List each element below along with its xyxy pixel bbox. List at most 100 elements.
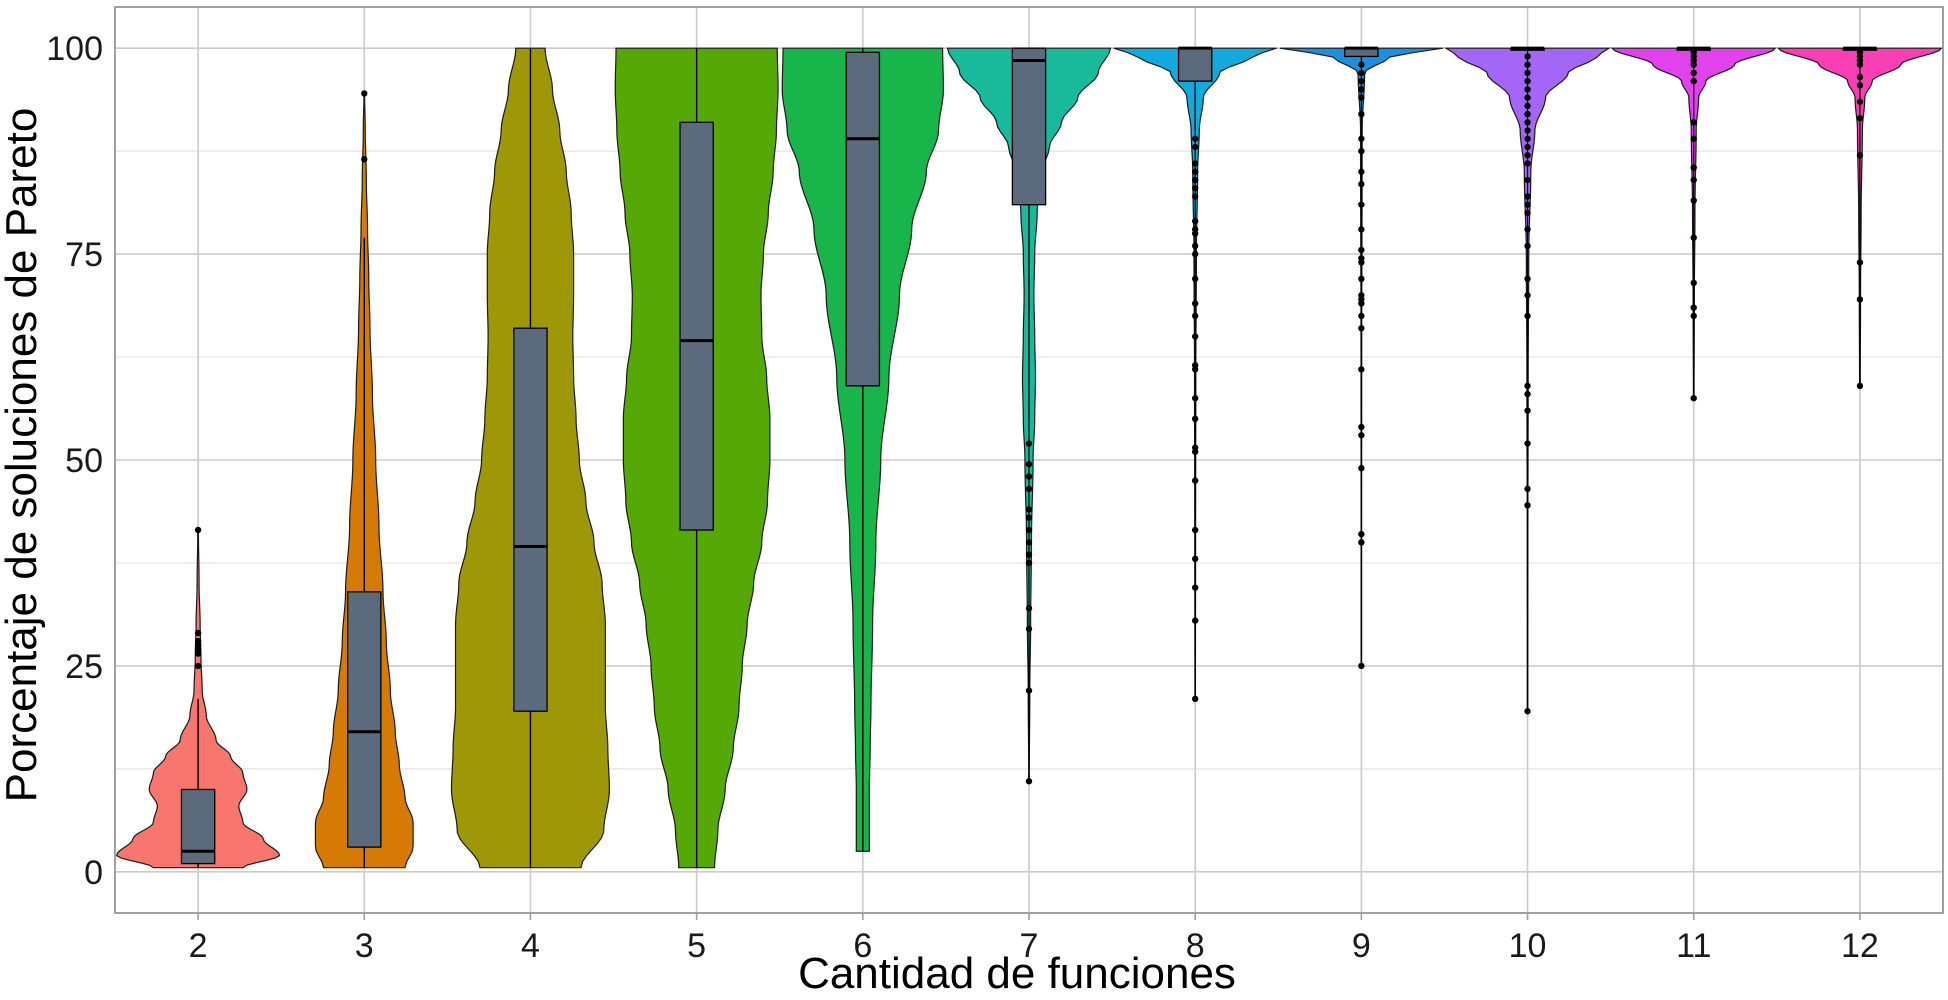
x-tick-label: 2: [189, 927, 208, 965]
box-3: [347, 591, 382, 848]
outlier-point: [1358, 465, 1365, 472]
outlier-point: [1025, 559, 1033, 567]
outlier-point: [1524, 275, 1531, 282]
outlier-point: [1025, 485, 1033, 493]
outlier-point: [1358, 147, 1365, 155]
outlier-point: [1358, 530, 1365, 538]
outlier-point: [1191, 135, 1199, 142]
outlier-point: [1191, 275, 1199, 282]
outlier-point: [1358, 226, 1365, 233]
outlier-point: [1524, 407, 1531, 414]
x-tick-label: 12: [1841, 927, 1879, 965]
outlier-point: [1856, 73, 1864, 81]
outlier-point: [1690, 279, 1697, 287]
x-tick-label: 6: [853, 927, 872, 965]
outlier-point: [1191, 242, 1199, 250]
outlier-point: [1524, 94, 1531, 101]
box-7: [1011, 47, 1047, 206]
outlier-point: [1358, 423, 1365, 431]
outlier-point: [1025, 551, 1033, 558]
outlier-point: [1690, 135, 1697, 142]
outlier-point: [1524, 135, 1531, 142]
outlier-point: [1690, 176, 1697, 184]
outlier-point: [1524, 86, 1531, 93]
outlier-point: [1524, 209, 1531, 217]
outlier-point: [1856, 382, 1864, 390]
outlier-point: [1358, 201, 1365, 208]
x-axis-ticks: 2 3 4 5 6 7 8 9 10 11 12: [189, 913, 1879, 965]
y-tick-label: 75: [65, 236, 103, 274]
outlier-point: [1358, 69, 1365, 77]
outlier-point: [1524, 152, 1531, 159]
outlier-point: [1358, 110, 1365, 118]
outlier-point: [1690, 234, 1697, 241]
outlier-point: [1524, 708, 1531, 715]
box-6: [845, 51, 881, 387]
outlier-point: [1191, 160, 1199, 167]
outlier-point: [1524, 312, 1531, 320]
outlier-point: [1690, 197, 1697, 204]
outlier-point: [1856, 152, 1864, 159]
outlier-point: [1191, 143, 1199, 151]
outlier-point: [1690, 395, 1697, 402]
outlier-point: [1524, 176, 1531, 184]
outlier-point: [1358, 312, 1365, 320]
outlier-point: [1524, 242, 1531, 250]
outlier-point: [1191, 300, 1199, 307]
outlier-point: [1191, 217, 1199, 225]
x-tick-label: 4: [521, 927, 540, 965]
outlier-point: [1358, 61, 1365, 68]
outlier-point: [1358, 246, 1365, 254]
outlier-point: [1191, 477, 1199, 484]
y-axis-title: Porcentaje de soluciones de Pareto: [0, 108, 46, 803]
outlier-point: [1358, 300, 1365, 307]
outlier-point: [1524, 382, 1531, 390]
outlier-point: [1358, 539, 1365, 546]
outlier-point: [1358, 77, 1365, 85]
outlier-point: [1191, 250, 1199, 258]
outlier-point: [1191, 333, 1199, 340]
outlier-point: [1856, 259, 1864, 266]
outlier-point: [1524, 485, 1531, 493]
outlier-point: [1358, 94, 1365, 101]
outlier-point: [1191, 555, 1199, 563]
outlier-point: [1856, 98, 1864, 105]
outlier-point: [1358, 662, 1365, 670]
outlier-point: [1191, 695, 1199, 703]
outlier-point: [1358, 432, 1365, 439]
outlier-point: [1856, 114, 1864, 122]
x-tick-label: 10: [1509, 927, 1547, 965]
outlier-point: [1025, 473, 1033, 480]
outlier-point: [1524, 201, 1531, 208]
outlier-point: [1524, 110, 1531, 118]
outlier-point: [1524, 143, 1531, 151]
outlier-point: [1025, 526, 1033, 534]
outlier-point: [1524, 502, 1531, 509]
outlier-point: [1524, 77, 1531, 85]
outlier-point: [1191, 366, 1199, 373]
outlier-point: [1690, 77, 1697, 85]
outlier-point: [1524, 160, 1531, 167]
outlier-point: [1856, 296, 1864, 303]
outlier-point: [1191, 584, 1199, 591]
outlier-point: [1025, 605, 1033, 612]
outlier-point: [1524, 53, 1531, 60]
x-tick-label: 8: [1186, 927, 1205, 965]
outlier-point: [1524, 69, 1531, 77]
outlier-point: [1524, 102, 1531, 110]
y-tick-label: 50: [65, 442, 103, 480]
outlier-point: [1191, 176, 1199, 184]
outlier-point: [1025, 539, 1033, 546]
outlier-point: [1025, 514, 1033, 521]
outlier-point: [1358, 86, 1365, 93]
outlier-point: [1690, 164, 1697, 171]
outlier-point: [1358, 366, 1365, 373]
outlier-point: [1025, 460, 1033, 468]
outlier-point: [1358, 325, 1365, 332]
outlier-point: [1191, 526, 1199, 534]
boxplot-layer: [180, 46, 1878, 868]
outlier-point: [194, 526, 202, 534]
outlier-point: [1690, 304, 1697, 311]
y-tick-label: 0: [84, 854, 103, 892]
x-tick-label: 11: [1676, 927, 1711, 965]
